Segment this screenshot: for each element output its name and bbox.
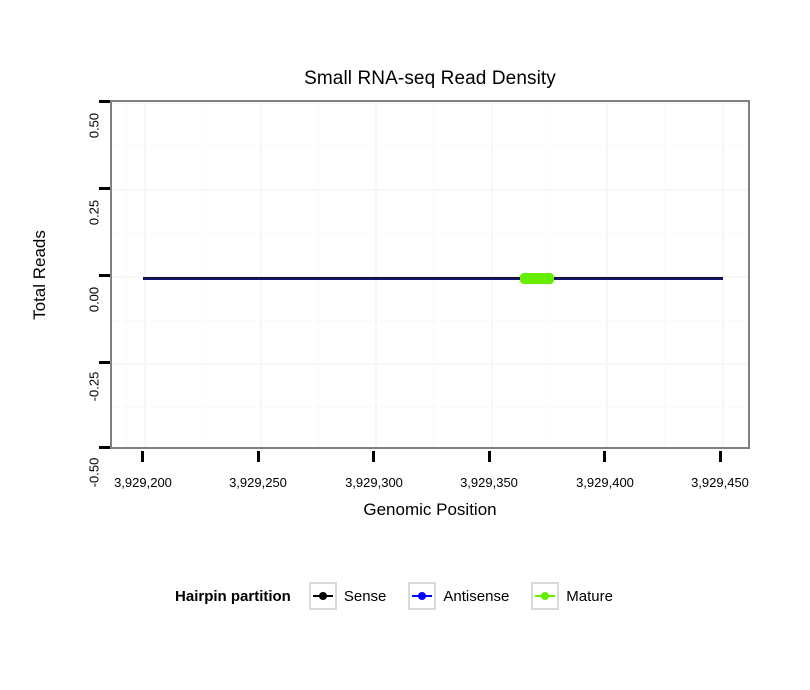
gridline-x-3929250 [260, 102, 262, 447]
x-tick-3929350 [488, 451, 491, 462]
gridline-x-3929400 [606, 102, 608, 447]
chart-title: Small RNA-seq Read Density [304, 68, 556, 89]
x-tick-3929450 [719, 451, 722, 462]
legend-key-antisense-icon [408, 582, 437, 610]
gridline-x-minor-2 [202, 102, 203, 447]
legend: Hairpin partition Sense Antisense Mature [0, 582, 810, 610]
y-ticklabel-0.00: 0.00 [86, 286, 102, 313]
x-ticklabel-3929200: 3,929,200 [114, 475, 172, 490]
legend-label-antisense: Antisense [443, 587, 510, 605]
gridline-x-3929300 [375, 102, 377, 447]
gridline-x-3929450 [722, 102, 724, 447]
legend-label-mature: Mature [566, 587, 613, 605]
gridline-y-0.125 [112, 233, 748, 234]
plot-area [112, 102, 748, 447]
gridline-x-minor-1 [126, 102, 127, 447]
y-tick--0.50 [99, 446, 110, 449]
x-ticklabel-3929300: 3,929,300 [345, 475, 403, 490]
y-tick-0.25 [99, 187, 110, 190]
y-axis-title: Total Reads [30, 230, 49, 320]
gridline-y--0.125 [112, 320, 748, 321]
x-ticklabel-3929250: 3,929,250 [229, 475, 287, 490]
x-ticklabel-3929450: 3,929,450 [691, 475, 749, 490]
gridline-y--0.375 [112, 407, 748, 408]
legend-key-mature-icon [531, 582, 560, 610]
x-ticklabel-3929350: 3,929,350 [460, 475, 518, 490]
legend-item-antisense[interactable]: Antisense [408, 582, 521, 610]
gridline-x-minor-4 [433, 102, 434, 447]
legend-key-sense-icon [308, 582, 337, 610]
legend-item-mature[interactable]: Mature [531, 582, 625, 610]
x-tick-3929200 [141, 451, 144, 462]
gridline-y-0.50 [112, 102, 748, 104]
gridline-x-3929350 [491, 102, 493, 447]
x-ticklabel-3929400: 3,929,400 [576, 475, 634, 490]
legend-title: Hairpin partition [175, 587, 291, 605]
y-tick--0.25 [99, 361, 110, 364]
x-tick-3929300 [372, 451, 375, 462]
gridline-x-minor-3 [318, 102, 319, 447]
mature-region-segment [520, 273, 554, 284]
x-tick-3929400 [603, 451, 606, 462]
x-axis-title: Genomic Position [363, 500, 497, 519]
y-ticklabel-0.25: 0.25 [86, 199, 102, 226]
gridline-y--0.25 [112, 363, 748, 365]
legend-item-sense[interactable]: Sense [308, 582, 399, 610]
series-line-antisense [143, 278, 723, 280]
gridline-x-3929200 [144, 102, 146, 447]
y-tick-0.50 [99, 100, 110, 103]
plot-panel [110, 100, 750, 449]
y-ticklabel--0.50: -0.50 [86, 457, 102, 488]
y-ticklabel-0.50: 0.50 [86, 112, 102, 139]
gridline-y-0.375 [112, 145, 748, 146]
x-tick-3929250 [257, 451, 260, 462]
gridline-y-0.25 [112, 189, 748, 191]
legend-label-sense: Sense [343, 587, 387, 605]
y-ticklabel--0.25: -0.25 [86, 371, 102, 402]
gridline-x-minor-6 [664, 102, 665, 447]
y-tick-0.00 [99, 274, 110, 277]
